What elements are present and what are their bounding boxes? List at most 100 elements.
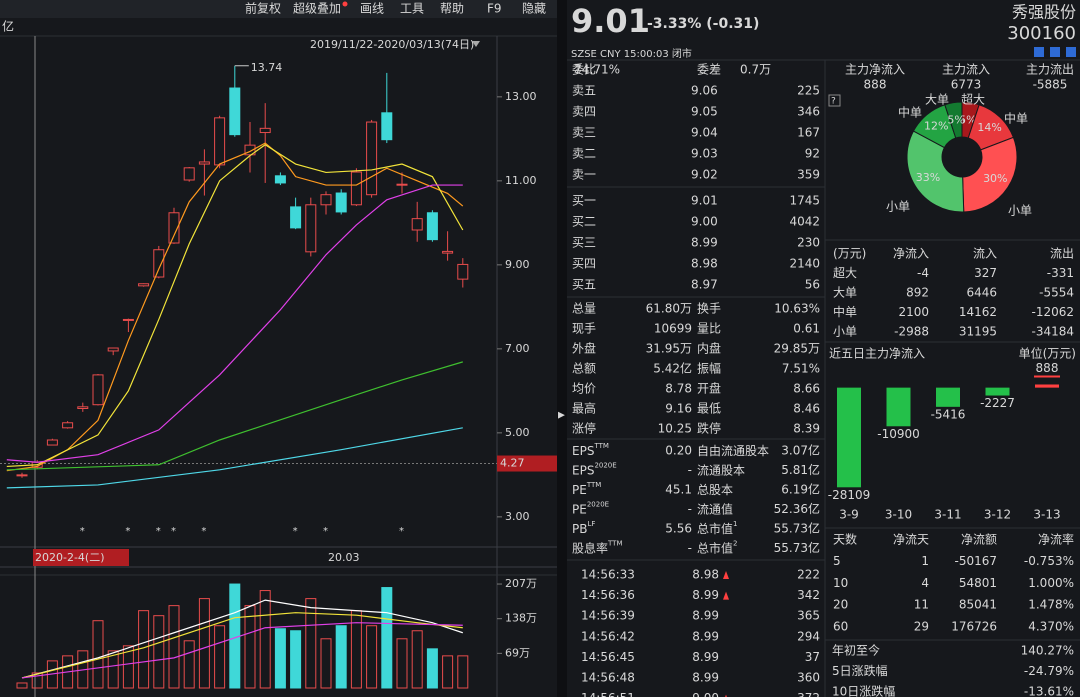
uptick-arrow xyxy=(725,694,727,697)
candle-body xyxy=(183,167,195,181)
table-cell: 176726 xyxy=(951,619,997,633)
return-value: -13.61% xyxy=(1024,685,1074,697)
tool-icon[interactable] xyxy=(1050,47,1060,57)
book-volume: 167 xyxy=(797,126,820,140)
badge xyxy=(342,1,348,7)
fund-label-main: 流通值 xyxy=(697,501,733,516)
trade-time: 14:56:48 xyxy=(581,671,635,685)
fund-label: 流通值 xyxy=(697,501,733,516)
bar-label: -5416 xyxy=(931,407,966,421)
help-icon[interactable] xyxy=(828,94,841,107)
candle-body xyxy=(16,474,28,477)
trade-volume: 365 xyxy=(797,609,820,623)
bar-label: -10900 xyxy=(877,427,920,441)
fund-value: 6.19亿 xyxy=(781,482,820,497)
tool-icon[interactable] xyxy=(1034,47,1044,57)
trade-price: 8.99 xyxy=(692,650,719,664)
pie-label: 33% xyxy=(916,171,940,184)
panel-title: 近五日主力净流入 xyxy=(829,347,925,361)
table-cell: 大单 xyxy=(833,286,857,300)
table-cell: 20 xyxy=(833,598,848,612)
trade-volume: 294 xyxy=(797,629,820,643)
candle-body xyxy=(350,171,362,206)
cursor-price-box xyxy=(497,455,557,472)
pie-slice xyxy=(944,101,963,139)
candle-body xyxy=(366,121,378,196)
tool-icon[interactable] xyxy=(1066,47,1076,57)
trade-time: 14:56:42 xyxy=(581,629,635,643)
stat-label: 振幅 xyxy=(697,361,721,376)
bar-label: -28109 xyxy=(828,488,871,502)
ratio-label: 委差 xyxy=(697,63,721,77)
trade-time: 14:56:36 xyxy=(581,588,635,602)
fund-label-main: 总市值 xyxy=(697,540,733,555)
fund-label-main: EPS xyxy=(572,444,594,458)
book-level: 卖一 xyxy=(572,168,596,182)
book-price: 9.01 xyxy=(691,194,718,208)
pie-label: 14% xyxy=(977,121,1001,134)
table-header: 流出 xyxy=(1050,247,1074,261)
fund-label: 流通股本 xyxy=(697,463,745,477)
volume-bar xyxy=(396,638,408,689)
candle-body xyxy=(122,318,134,321)
book-volume: 92 xyxy=(805,147,820,161)
table-header: (万元) xyxy=(833,247,866,261)
fund-label: 股息率TTM xyxy=(572,540,622,556)
ma-line xyxy=(21,622,463,679)
event-star: * xyxy=(399,526,404,537)
stat-label: 现手 xyxy=(572,322,596,336)
book-price: 8.99 xyxy=(691,236,718,250)
toolbar-button[interactable]: 隐藏 xyxy=(522,2,546,16)
book-level: 买一 xyxy=(572,194,596,208)
pie-name: 中单 xyxy=(898,105,922,120)
splitter-arrow[interactable]: ▶ xyxy=(558,411,565,421)
toolbar-button[interactable]: 超级叠加 xyxy=(293,1,341,16)
x-tick-label: 3-11 xyxy=(934,508,961,522)
fund-value: 5.81亿 xyxy=(781,462,820,477)
fund-label-main: PE xyxy=(572,502,587,516)
cursor-date-box xyxy=(33,549,129,566)
table-header: 净流天 xyxy=(893,533,929,547)
toolbar-button[interactable]: 前复权 xyxy=(245,1,281,16)
toolbar-button[interactable]: F9 xyxy=(487,2,502,16)
event-star: * xyxy=(293,526,298,537)
book-level: 买二 xyxy=(572,215,596,229)
stat-label: 总额 xyxy=(572,362,596,376)
candle-body xyxy=(381,112,393,141)
table-cell: 1 xyxy=(921,554,929,568)
book-level: 卖五 xyxy=(572,84,596,98)
trade-price: 9.00 xyxy=(692,691,719,697)
toolbar-button[interactable]: 工具 xyxy=(400,2,424,16)
trade-volume: 372 xyxy=(797,691,820,697)
stat-value: 8.66 xyxy=(793,382,820,396)
flow-value: 6773 xyxy=(951,78,982,92)
x-tick-label: 3-9 xyxy=(839,508,859,522)
volume-bar xyxy=(168,605,180,689)
flow-label: 主力流入 xyxy=(942,63,990,77)
volume-bar xyxy=(62,655,74,689)
pie-label: 5% xyxy=(947,113,964,126)
table-cell: 11 xyxy=(914,598,929,612)
return-label: 5日涨跌幅 xyxy=(832,663,888,678)
book-volume: 225 xyxy=(797,84,820,98)
toolbar-button[interactable]: 画线 xyxy=(360,2,384,16)
splitter[interactable] xyxy=(557,0,567,697)
table-header: 净流率 xyxy=(1038,532,1074,547)
stat-label: 换手 xyxy=(697,302,721,316)
table-cell: -331 xyxy=(1047,266,1074,280)
fund-value: 52.36亿 xyxy=(774,501,820,516)
stat-value: 29.85万 xyxy=(774,342,820,356)
x-tick-label: 3-12 xyxy=(984,508,1011,522)
fund-value: - xyxy=(688,502,692,516)
fund-value: 3.07亿 xyxy=(781,443,820,458)
book-volume: 346 xyxy=(797,105,820,119)
fund-label: PBLF xyxy=(572,520,595,536)
toolbar-button[interactable]: 帮助 xyxy=(440,2,464,16)
candle-body xyxy=(457,263,469,280)
dropdown[interactable] xyxy=(472,41,480,47)
book-level: 卖三 xyxy=(572,126,596,140)
pie-name: 小单 xyxy=(1008,204,1032,218)
volume-bar xyxy=(214,625,226,689)
help-icon-mark[interactable]: ? xyxy=(831,97,836,107)
